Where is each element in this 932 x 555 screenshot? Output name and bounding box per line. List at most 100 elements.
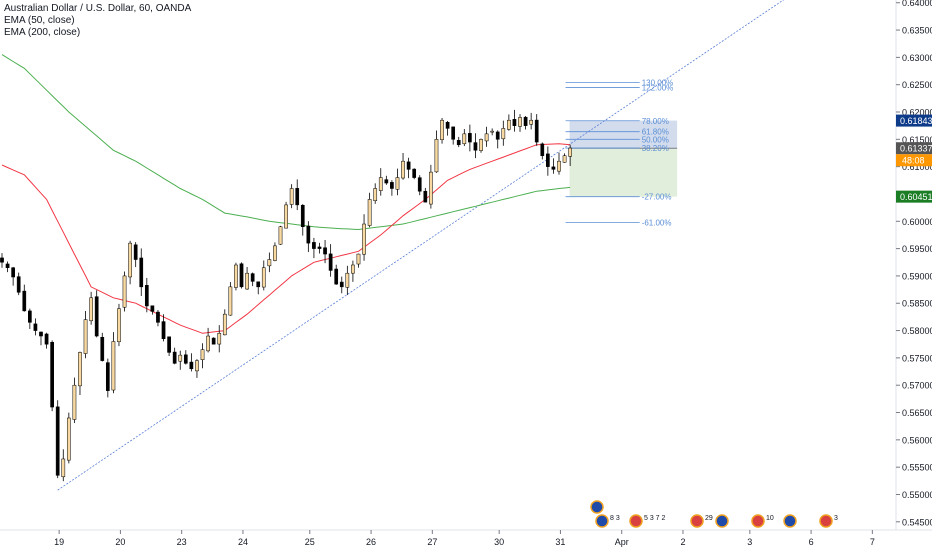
candle-body	[317, 246, 322, 249]
flag-us-icon[interactable]	[751, 514, 765, 528]
flag-au-icon[interactable]	[715, 514, 729, 528]
time-tick-label: 30	[494, 537, 504, 547]
price-tick-label: 0.64000	[902, 0, 932, 8]
candle-body	[105, 362, 110, 391]
candle-body	[562, 155, 567, 163]
time-tick-label: 24	[238, 537, 248, 547]
time-tick-label: 3	[747, 537, 752, 547]
candle-body	[72, 384, 77, 420]
price-tick-label: 0.63000	[902, 53, 932, 63]
time-tick-label: 23	[177, 537, 187, 547]
candle-body	[507, 119, 511, 130]
price-tick-label: 0.61500	[902, 135, 932, 145]
flag-au-icon[interactable]	[590, 500, 604, 514]
candle-body	[356, 253, 361, 265]
candle-body	[44, 333, 49, 345]
price-tick-label: 0.63500	[902, 26, 932, 36]
candle-body	[468, 133, 472, 143]
time-axis[interactable]: 19 20 23 24 25 26 27 30 31 Apr 2 3 6 7	[0, 529, 932, 547]
candle-body	[351, 264, 355, 274]
candle-body	[429, 171, 433, 205]
symbol-title[interactable]: Australian Dollar / U.S. Dollar, 60, OAN…	[4, 3, 192, 14]
position-box[interactable]	[569, 120, 678, 197]
candle-body	[423, 190, 428, 203]
candle-body	[222, 313, 227, 336]
candle-body	[312, 242, 316, 249]
flag-us-icon[interactable]	[690, 514, 704, 528]
candle-body	[5, 263, 10, 268]
time-tick-label: 6	[809, 537, 814, 547]
candle-body	[373, 188, 378, 201]
position-stop-zone	[569, 148, 678, 197]
candle-body	[94, 296, 99, 337]
candle-body	[273, 245, 277, 261]
candle-body	[395, 177, 400, 190]
candle-body	[128, 242, 132, 278]
price-tick-label: 0.57500	[902, 353, 932, 363]
price-tick-label: 0.54500	[902, 517, 932, 527]
time-tick-label: 20	[115, 537, 125, 547]
candle-body	[367, 199, 372, 226]
candle-body	[456, 140, 461, 146]
candle-body	[473, 142, 478, 151]
candle-body	[445, 122, 450, 129]
flag-au-icon[interactable]	[783, 514, 797, 528]
candle-body	[300, 204, 305, 228]
candle-body	[178, 354, 183, 362]
candle-body	[390, 182, 394, 189]
price-axis[interactable]: 0.64000 0.63500 0.63000 0.62500 0.62000 0.615…	[895, 0, 932, 530]
candle-body	[484, 133, 489, 142]
time-tick-label: 19	[54, 537, 64, 547]
flag-au-icon[interactable]	[595, 514, 609, 528]
ema50-legend[interactable]: EMA (50, close)	[4, 15, 75, 26]
time-tick-label: 31	[555, 537, 565, 547]
flag-us-icon[interactable]	[629, 514, 643, 528]
price-tick-label: 0.55000	[902, 490, 932, 500]
candle-body	[401, 160, 405, 179]
candle-body	[11, 267, 15, 278]
ema200-legend[interactable]: EMA (200, close)	[4, 27, 81, 38]
fib-level-label: -27.00%	[642, 193, 672, 202]
price-tick-label: 0.55500	[902, 463, 932, 473]
candle-body	[206, 335, 210, 352]
price-tick-label: 0.62500	[902, 80, 932, 90]
candle-body	[50, 341, 54, 408]
candle-body	[234, 264, 238, 288]
price-tick-label: 0.61000	[902, 162, 932, 172]
last-price-tag-bg	[896, 142, 932, 155]
event-count: 8 3	[610, 515, 620, 522]
candle-body	[245, 272, 249, 290]
trendline-layer[interactable]	[57, 0, 788, 491]
fib-level-label: -61.00%	[642, 218, 672, 227]
price-tick-label: 0.60000	[902, 217, 932, 227]
event-count: 5 3 7 2	[644, 515, 666, 522]
fib-level-label: 61.80%	[642, 128, 669, 137]
price-tick-label: 0.59500	[902, 244, 932, 254]
fib-retracement-tool[interactable]: 130.00%122.00% 78.00% 61.80%50.00%38.20% -2…	[565, 79, 674, 228]
candle-body	[172, 351, 177, 364]
countdown-tag-bg	[896, 154, 932, 167]
trendline	[57, 0, 785, 491]
candle-body	[122, 275, 127, 308]
candle-body	[22, 290, 27, 312]
ema50-line	[1, 143, 571, 334]
flag-us-icon[interactable]	[819, 514, 833, 528]
candle-body	[61, 458, 66, 478]
candle-body	[144, 285, 149, 307]
price-tick-label: 0.58000	[902, 326, 932, 336]
candle-body	[111, 341, 116, 391]
candle-body	[117, 308, 121, 343]
candle-body	[345, 272, 350, 288]
candle-body	[440, 119, 444, 140]
economic-events-bar[interactable]: 8 3 5 3 7 2 29 10 3	[590, 500, 838, 528]
low-marker-tag-bg	[896, 190, 932, 203]
fib-level-label: 50.00%	[642, 135, 669, 144]
candle-body	[495, 131, 500, 140]
candle-body	[334, 268, 339, 285]
candle-body	[256, 281, 261, 288]
price-tick-label: 0.57000	[902, 381, 932, 391]
candle-body	[378, 177, 383, 191]
candle-body	[284, 204, 288, 229]
